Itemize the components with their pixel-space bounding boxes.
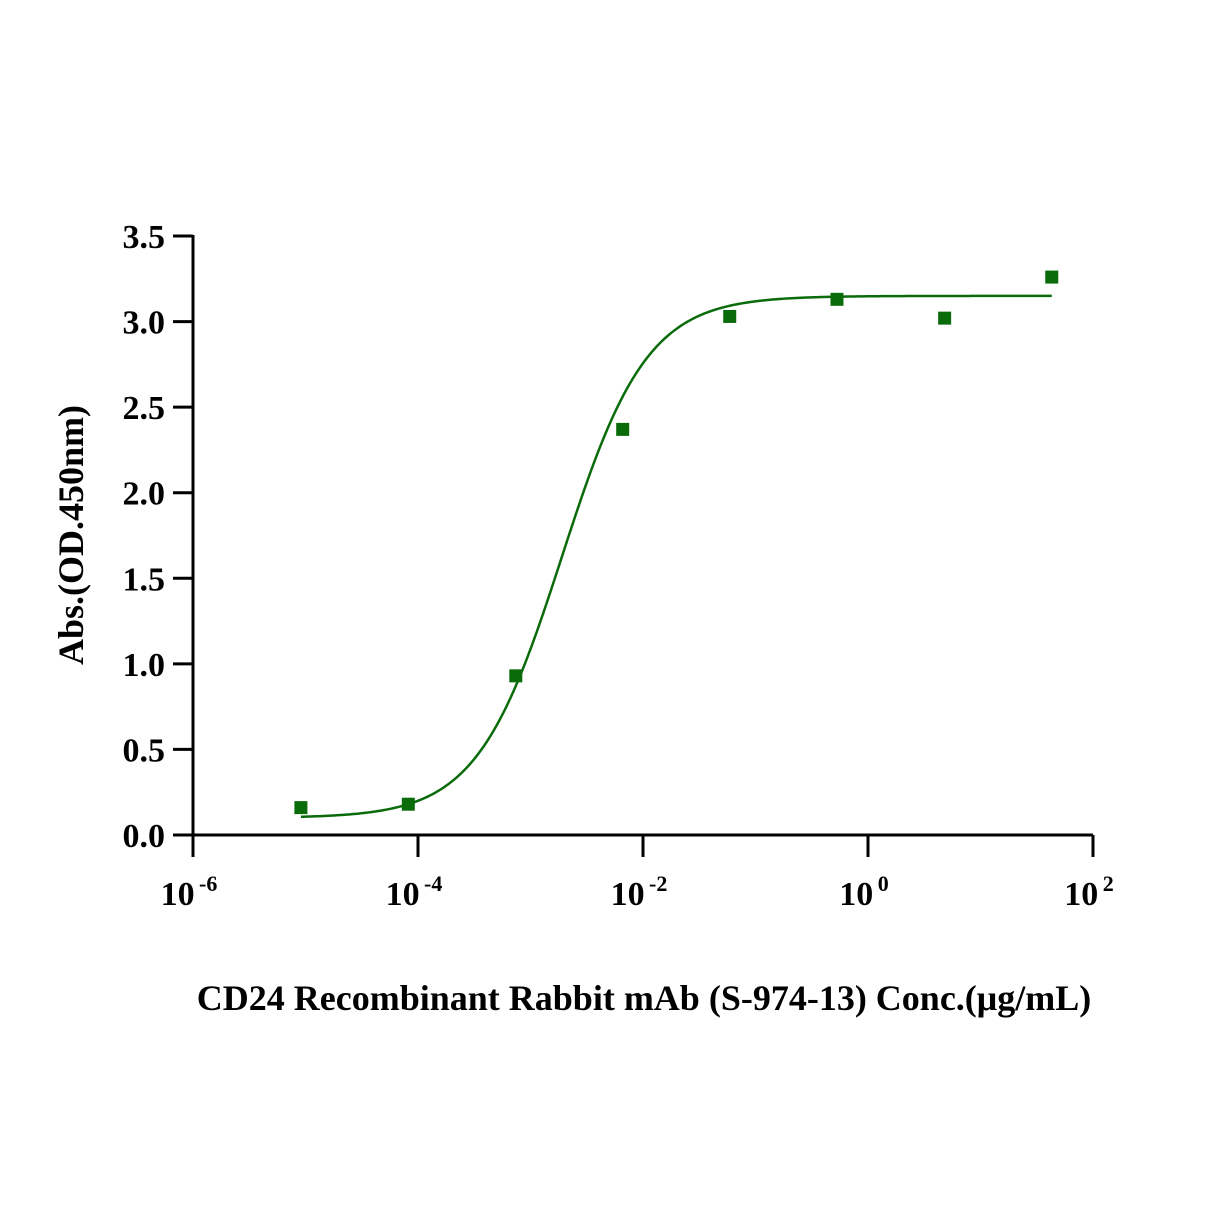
- x-axis-title: CD24 Recombinant Rabbit mAb (S-974-13) C…: [197, 978, 1091, 1018]
- x-tick-label-base: 10: [839, 876, 873, 913]
- x-tick-label-base: 10: [161, 876, 195, 913]
- data-point: [294, 801, 308, 815]
- data-point: [509, 669, 523, 683]
- x-tick-label-exponent: -4: [420, 871, 443, 896]
- y-tick-label: 2.0: [123, 476, 166, 513]
- x-tick-label-base: 10: [611, 876, 645, 913]
- y-tick-label: 0.5: [123, 732, 166, 769]
- fit-curve-layer: [300, 294, 1052, 819]
- y-tick-label: 1.5: [123, 561, 166, 598]
- x-tick-label-base: 10: [1064, 876, 1098, 913]
- data-points-layer: [294, 270, 1059, 815]
- x-tick-label: 10 0: [839, 871, 888, 913]
- x-tick-label-exponent: 2: [1098, 871, 1113, 896]
- x-tick-label-base: 10: [386, 876, 420, 913]
- data-point: [401, 797, 415, 811]
- y-tick-label: 3.0: [123, 305, 166, 342]
- data-point: [830, 292, 844, 306]
- x-tick-label-exponent: -6: [195, 871, 218, 896]
- fit-curve: [300, 294, 1052, 819]
- x-tick-label-exponent: -2: [645, 871, 668, 896]
- x-tick-label-exponent: 0: [873, 871, 888, 896]
- data-point: [1045, 270, 1059, 284]
- x-tick-label: 10 -6: [161, 871, 218, 913]
- y-axis-title: Abs.(OD.450nm): [51, 405, 91, 665]
- data-point: [938, 311, 952, 325]
- y-tick-label: 1.0: [123, 647, 166, 684]
- x-tick-label: 10 -2: [611, 871, 668, 913]
- y-tick-label: 2.5: [123, 390, 166, 427]
- y-tick-label: 3.5: [123, 219, 166, 256]
- data-point: [616, 422, 630, 436]
- y-tick-label: 0.0: [123, 818, 166, 855]
- data-point: [723, 309, 737, 323]
- axes: 0.00.51.01.52.02.53.03.510 -6 10 -4 10 -2 1…: [123, 219, 1114, 913]
- x-tick-label: 10 -4: [386, 871, 443, 913]
- x-tick-label: 10 2: [1064, 871, 1113, 913]
